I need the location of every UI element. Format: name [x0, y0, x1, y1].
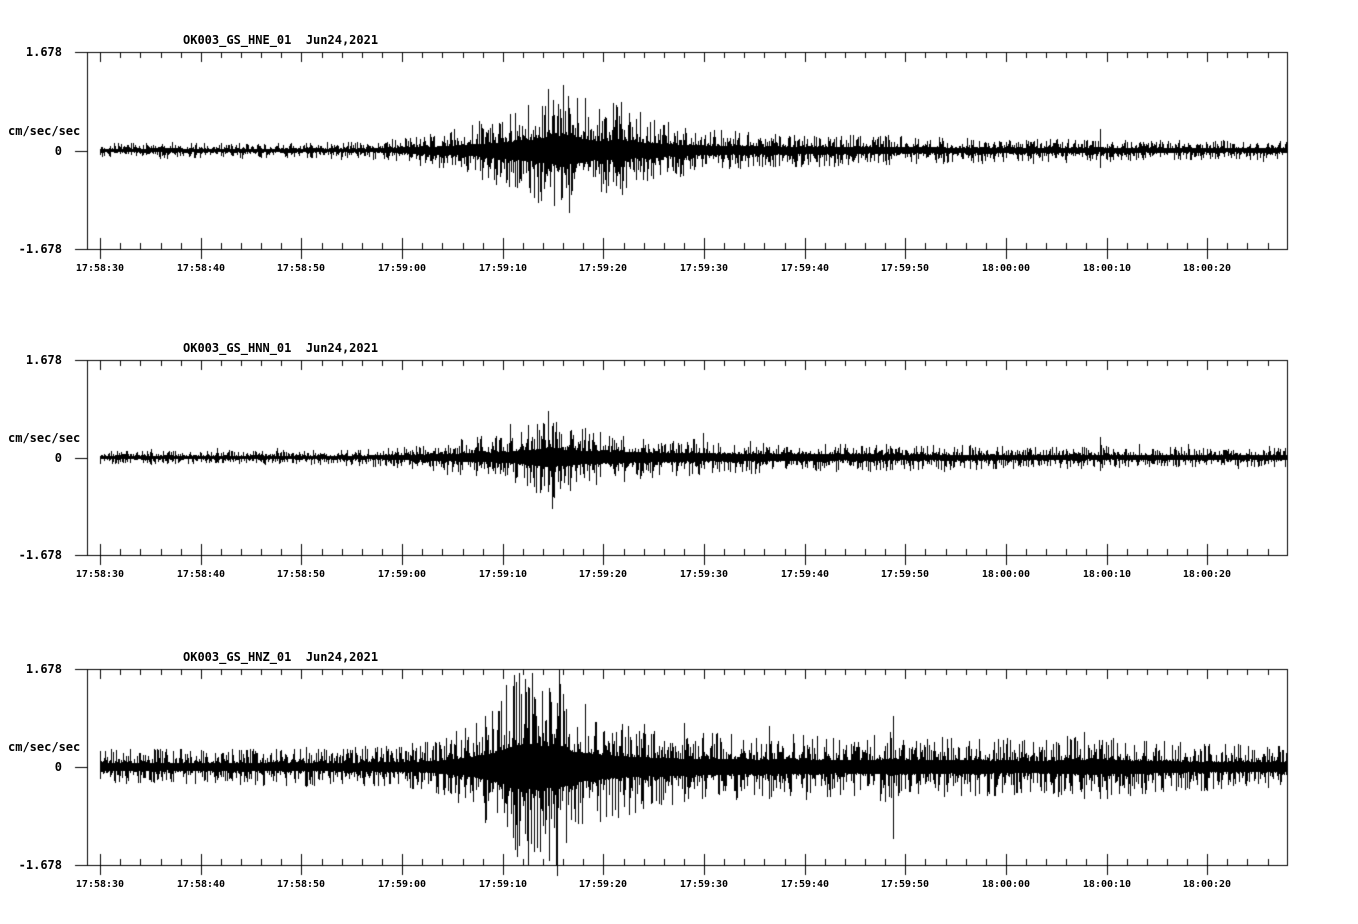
y-axis-unit-label: cm/sec/sec: [8, 740, 81, 754]
x-tick-label: 18:00:20: [1182, 263, 1232, 274]
x-tick-label: 17:59:50: [880, 263, 930, 274]
x-tick-label: 17:58:40: [176, 263, 226, 274]
x-tick-label: 18:00:20: [1182, 879, 1232, 890]
x-tick-label: 17:59:40: [780, 569, 830, 580]
x-tick-label: 17:59:30: [679, 879, 729, 890]
y-tick-label-zero: 0: [54, 760, 62, 774]
x-tick-label: 17:58:30: [75, 569, 125, 580]
x-tick-label: 18:00:00: [981, 263, 1031, 274]
panel-title: OK003_GS_HNE_01 Jun24,2021: [183, 33, 379, 47]
y-tick-label-max: 1.678: [25, 353, 62, 367]
panel-title: OK003_GS_HNZ_01 Jun24,2021: [183, 650, 379, 664]
x-tick-label: 17:59:10: [478, 879, 528, 890]
x-tick-label: 17:59:10: [478, 569, 528, 580]
x-tick-label: 17:59:20: [578, 879, 628, 890]
y-tick-label-min: -1.678: [18, 242, 62, 256]
x-tick-label: 18:00:00: [981, 879, 1031, 890]
x-tick-label: 17:59:50: [880, 879, 930, 890]
x-tick-label: 18:00:10: [1082, 879, 1132, 890]
x-tick-label: 17:59:20: [578, 263, 628, 274]
x-tick-label: 17:58:50: [276, 569, 326, 580]
y-tick-label-min: -1.678: [18, 858, 62, 872]
y-tick-label-max: 1.678: [25, 45, 62, 59]
x-tick-label: 18:00:20: [1182, 569, 1232, 580]
x-tick-label: 17:58:30: [75, 879, 125, 890]
y-tick-label-min: -1.678: [18, 548, 62, 562]
x-tick-label: 17:58:40: [176, 569, 226, 580]
x-tick-label: 17:59:10: [478, 263, 528, 274]
x-tick-label: 17:59:00: [377, 879, 427, 890]
x-tick-label: 17:58:50: [276, 263, 326, 274]
y-axis-unit-label: cm/sec/sec: [8, 430, 81, 445]
x-tick-label: 17:59:30: [679, 263, 729, 274]
y-tick-label-max: 1.678: [25, 662, 62, 676]
x-tick-label: 17:59:40: [780, 879, 830, 890]
x-tick-label: 17:58:30: [75, 263, 125, 274]
y-tick-label-zero: 0: [54, 143, 62, 158]
x-tick-label: 17:58:40: [176, 879, 226, 890]
x-tick-label: 17:59:30: [679, 569, 729, 580]
x-tick-label: 17:59:40: [780, 263, 830, 274]
x-tick-label: 17:59:50: [880, 569, 930, 580]
panel-title: OK003_GS_HNN_01 Jun24,2021: [183, 341, 379, 355]
x-tick-label: 17:59:00: [377, 569, 427, 580]
x-tick-label: 17:59:20: [578, 569, 628, 580]
x-tick-label: 18:00:10: [1082, 569, 1132, 580]
x-tick-label: 18:00:10: [1082, 263, 1132, 274]
x-tick-label: 17:59:00: [377, 263, 427, 274]
y-axis-unit-label: cm/sec/sec: [8, 123, 81, 138]
y-tick-label-zero: 0: [54, 450, 62, 465]
x-tick-label: 17:58:50: [276, 879, 326, 890]
x-tick-label: 18:00:00: [981, 569, 1031, 580]
